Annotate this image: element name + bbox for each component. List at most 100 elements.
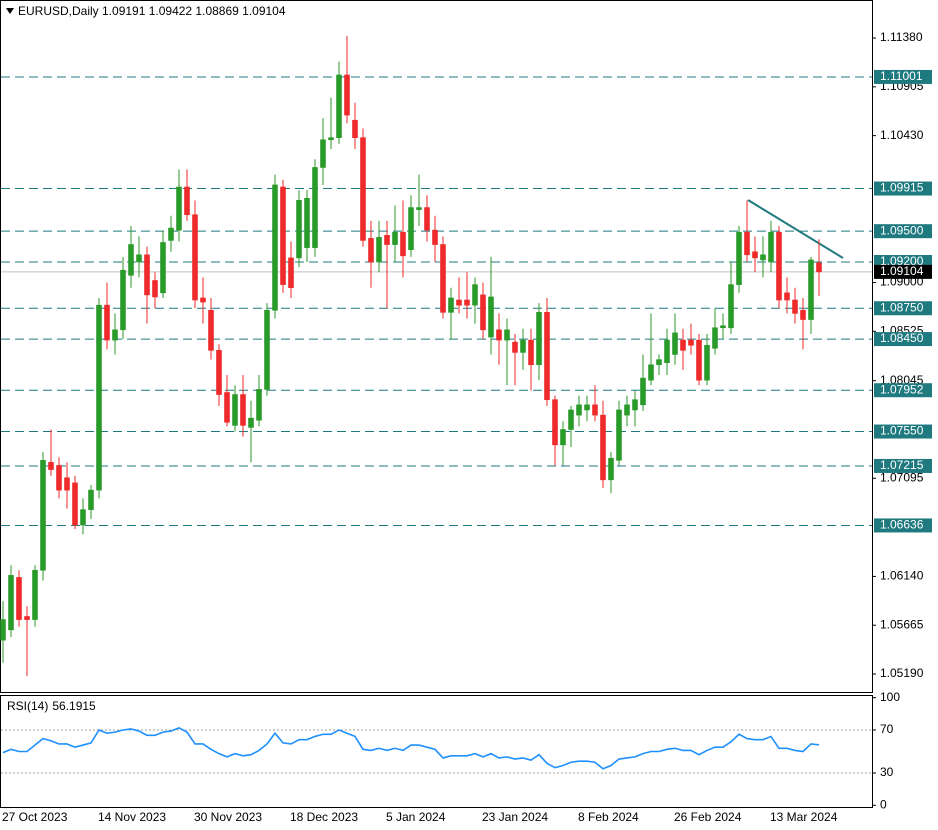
candle-body [688, 339, 694, 346]
candle-body [760, 254, 766, 261]
candle-body [600, 414, 606, 481]
candle-body [656, 359, 662, 366]
x-tick-label: 13 Mar 2024 [770, 810, 838, 824]
y-tick-label: 70 [880, 722, 894, 736]
candle-body [96, 304, 102, 491]
level-label: 1.09200 [880, 254, 924, 268]
candle-body [664, 339, 670, 363]
current-price-label: 1.09104 [880, 264, 924, 278]
level-label-box [874, 383, 932, 398]
rsi-value: 56.1915 [52, 699, 96, 713]
candle-body [384, 234, 390, 245]
candle-body [672, 332, 678, 355]
candle-body [488, 296, 494, 338]
candle-body [168, 227, 174, 241]
candle-body [816, 262, 822, 273]
candle-body [560, 429, 566, 446]
candle-body [784, 292, 790, 301]
level-label-box [874, 69, 932, 84]
candle-body [224, 392, 230, 423]
candle-body [184, 186, 190, 216]
candle-body [728, 284, 734, 329]
candle-body [304, 198, 310, 248]
level-label-box [874, 518, 932, 533]
candle-body [648, 364, 654, 381]
candle-body [56, 465, 62, 491]
y-tick-label: 1.05665 [880, 617, 924, 631]
y-tick-label: 0 [880, 797, 887, 811]
candle-body [464, 299, 470, 306]
candle-body [280, 186, 286, 285]
candle-body [288, 257, 294, 288]
candle-body [120, 269, 126, 331]
level-label: 1.08750 [880, 300, 924, 314]
candle-body [0, 619, 6, 641]
level-label: 1.07550 [880, 424, 924, 438]
candle-body [640, 377, 646, 406]
candle-body [376, 237, 382, 263]
candle-body [440, 244, 446, 313]
candle-body [608, 457, 614, 481]
candle-body [680, 339, 686, 351]
level-label: 1.11001 [880, 69, 923, 83]
rsi-title: RSI(14) [7, 699, 48, 713]
candle-body [416, 207, 422, 210]
candle-body [352, 119, 358, 138]
candle-body [360, 137, 366, 241]
x-tick-label: 5 Jan 2024 [386, 810, 446, 824]
level-label: 1.07215 [880, 458, 924, 472]
candle-body [320, 139, 326, 168]
candle-body [8, 575, 14, 631]
candle-body [24, 616, 30, 620]
candle-body [768, 231, 774, 263]
candle-body [744, 231, 750, 256]
candle-body [704, 344, 710, 381]
x-tick-label: 8 Feb 2024 [578, 810, 639, 824]
candle-body [520, 339, 526, 353]
candle-body [736, 231, 742, 285]
x-tick-label: 27 Oct 2023 [2, 810, 68, 824]
y-tick-label: 30 [880, 765, 894, 779]
candle-body [800, 309, 806, 320]
candle-body [104, 304, 110, 341]
candle-body [216, 350, 222, 395]
candle-body [240, 394, 246, 426]
candle-body [536, 312, 542, 366]
x-tick-label: 14 Nov 2023 [98, 810, 166, 824]
candle-body [248, 417, 254, 428]
candle-body [472, 284, 478, 306]
candle-body [200, 297, 206, 303]
candle-body [72, 482, 78, 526]
candle-body [296, 200, 302, 259]
x-tick-label: 30 Nov 2023 [194, 810, 262, 824]
x-tick-label: 23 Jan 2024 [482, 810, 548, 824]
candle-body [776, 231, 782, 301]
candle-body [40, 460, 46, 571]
candle-body [408, 207, 414, 250]
rsi-panel-frame [0, 695, 873, 808]
chart-header: EURUSD,Daily 1.09191 1.09422 1.08869 1.0… [18, 4, 286, 18]
candle-body [624, 404, 630, 416]
y-tick-label: 1.05190 [880, 666, 924, 680]
candle-body [208, 309, 214, 351]
candle-body [432, 229, 438, 245]
candle-body [328, 137, 334, 141]
candle-body [808, 259, 814, 320]
symbol-menu-arrow[interactable] [6, 8, 14, 14]
candle-body [552, 399, 558, 446]
level-label-box [874, 181, 932, 196]
candle-body [232, 394, 238, 426]
candle-body [696, 339, 702, 381]
candle-body [528, 339, 534, 366]
candle-body [152, 280, 158, 298]
level-label-box [874, 301, 932, 316]
candle-body [456, 299, 462, 306]
candle-body [448, 297, 454, 313]
candle-body [64, 477, 70, 491]
candle-body [16, 577, 22, 620]
candle-body [336, 74, 342, 138]
y-tick-label: 1.11380 [880, 30, 923, 44]
level-label-box [874, 332, 932, 347]
candle-body [272, 184, 278, 311]
